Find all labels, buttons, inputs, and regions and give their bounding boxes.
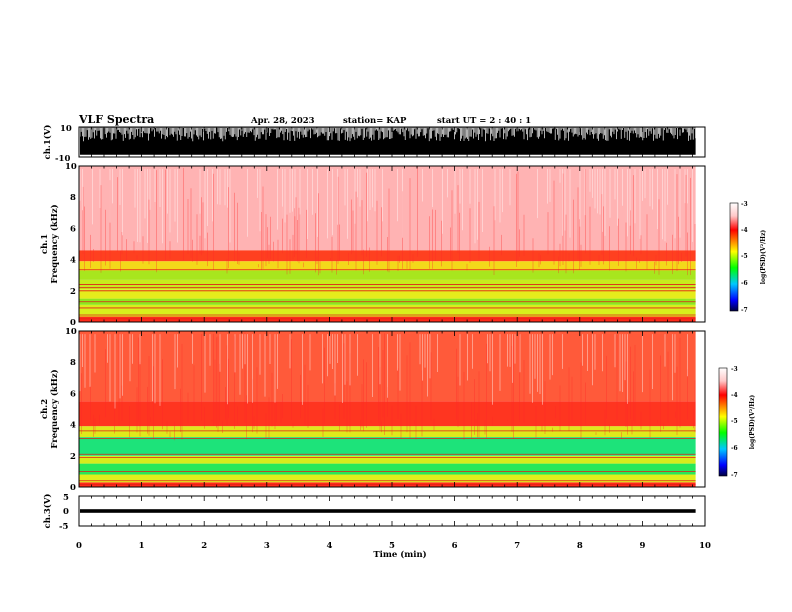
ch2-cb-tick-5: -5 [731, 418, 738, 425]
ch1-spec-ytick-6: 6 [70, 224, 76, 234]
ch1-spectrogram-band-1 [79, 304, 696, 317]
ch2-spectrogram-band-4 [79, 437, 696, 456]
xtick-8: 8 [577, 541, 583, 551]
ch2-spec-ytick-8: 8 [70, 358, 76, 368]
ch3-ytick-top: 5 [63, 493, 69, 503]
ch1-spectrogram-panel: 0 2 4 6 8 10 ch.1 Frequency (kHz) [40, 162, 706, 328]
xtick-6: 6 [452, 541, 458, 551]
ch2-spectrogram-channel-label: ch.2 [40, 399, 50, 419]
ch1-spec-ytick-2: 2 [70, 287, 76, 297]
xtick-5: 5 [389, 541, 395, 551]
start-time-label: start UT = 2 : 40 : 1 [437, 116, 531, 126]
ch2-spectrogram-panel: 0 2 4 6 8 10 ch.2 Frequency (kHz) [40, 327, 706, 493]
xtick-10: 10 [699, 541, 711, 551]
xtick-9: 9 [639, 541, 645, 551]
ch2-colorbar-label: log(PSD)(V²/Hz) [749, 395, 756, 450]
xtick-0: 0 [76, 541, 82, 551]
x-tick-marks [78, 127, 706, 526]
ch2-spec-ytick-2: 2 [70, 452, 76, 462]
ch1-ytick-bottom: -10 [55, 154, 70, 164]
ch1-spectrogram-yticks: 0 2 4 6 8 10 [65, 162, 77, 328]
ch2-spectrogram-image [79, 331, 696, 487]
ch1-cb-tick-7: -7 [741, 307, 748, 314]
ch1-spec-ytick-0: 0 [70, 318, 76, 328]
ch2-spectrogram-yticks: 0 2 4 6 8 10 [65, 327, 77, 493]
ch1-spectrogram-streaks [82, 166, 696, 276]
ch2-cb-tick-7: -7 [731, 472, 738, 479]
ch1-waveform-envelope [80, 127, 696, 155]
station-label: station= KAP [343, 116, 407, 126]
ch1-cb-tick-6: -6 [741, 280, 748, 287]
ch1-colorbar-gradient [729, 202, 739, 312]
ch1-cb-tick-5: -5 [741, 253, 748, 260]
xtick-7: 7 [514, 541, 520, 551]
ch2-cb-tick-4: -4 [731, 392, 738, 399]
ch3-ytick-bottom: -5 [59, 522, 69, 532]
ch1-spectrogram-channel-label: ch.1 [40, 234, 50, 254]
ch2-spectrogram-band-2 [79, 463, 696, 475]
time-axis-label: Time (min) [373, 549, 426, 560]
xtick-2: 2 [201, 541, 207, 551]
xtick-1: 1 [139, 541, 145, 551]
ch2-spectrogram-streaks [81, 331, 696, 441]
ch1-spectrogram-image [79, 166, 696, 322]
ch1-spec-ytick-4: 4 [70, 256, 76, 266]
ch3-ytick-mid: 0 [63, 507, 69, 517]
ch1-colorbar: -3 -4 -5 -6 -7 log(PSD)(V²/Hz) [729, 201, 767, 314]
ch1-spectrogram-speckle [79, 169, 693, 244]
ch2-spectrogram-band-5 [79, 426, 696, 438]
ch1-spectrogram-ylabel: Frequency (kHz) [49, 204, 60, 283]
ch2-colorbar-gradient [718, 367, 728, 477]
ch3-waveform-envelope [80, 509, 696, 513]
xtick-4: 4 [326, 541, 332, 551]
ch2-spectrogram-band-3 [79, 455, 696, 464]
date-label: Apr. 28, 2023 [250, 116, 315, 126]
axis-tick-marks [78, 127, 706, 526]
ch2-cb-tick-6: -6 [731, 445, 738, 452]
ch1-cb-tick-3: -3 [741, 201, 748, 208]
ch1-ytick-top: 10 [60, 124, 72, 134]
ch2-spec-ytick-10: 10 [65, 327, 77, 337]
ch2-cb-tick-3: -3 [731, 366, 738, 373]
ch1-cb-tick-4: -4 [741, 227, 748, 234]
time-axis-ticklabels: 0 1 2 3 4 5 6 7 8 9 10 [76, 541, 711, 551]
ch1-spec-ytick-8: 8 [70, 193, 76, 203]
xtick-3: 3 [264, 541, 270, 551]
ch2-spec-ytick-4: 4 [70, 421, 76, 431]
figure-title: VLF Spectra [78, 113, 154, 126]
ch2-spectrogram-speckle [79, 334, 688, 409]
ch2-spectrogram-ylabel: Frequency (kHz) [49, 369, 60, 448]
ch1-waveform-trace [79, 127, 696, 155]
ch2-spectrogram-band-1 [79, 474, 696, 483]
ch2-spec-ytick-6: 6 [70, 389, 76, 399]
ch1-spec-ytick-10: 10 [65, 162, 77, 172]
ch3-waveform-trace [80, 509, 696, 513]
ch2-spec-ytick-0: 0 [70, 483, 76, 493]
ch2-colorbar: -3 -4 -5 -6 -7 log(PSD)(V²/Hz) [718, 366, 756, 479]
ch1-waveform-ylabel: ch.1(V) [42, 125, 53, 160]
ch3-waveform-ylabel: ch.3(V) [42, 494, 53, 529]
ch1-spectrogram-band-3 [79, 289, 696, 299]
ch1-spectrogram-band-5 [79, 270, 696, 280]
ch1-colorbar-label: log(PSD)(V²/Hz) [760, 230, 767, 285]
